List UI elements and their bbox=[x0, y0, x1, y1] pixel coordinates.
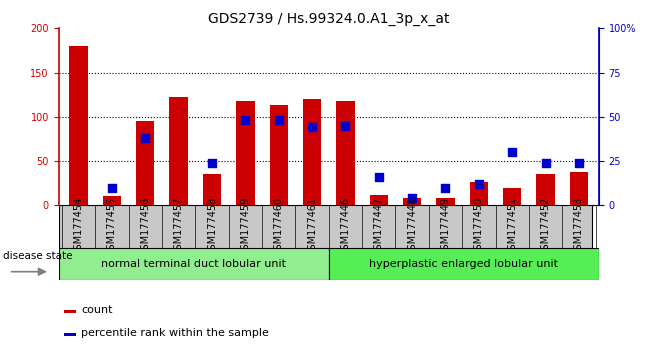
Text: GSM177452: GSM177452 bbox=[540, 197, 551, 256]
Text: GSM177456: GSM177456 bbox=[141, 197, 150, 256]
Point bbox=[107, 185, 117, 190]
Text: GSM177448: GSM177448 bbox=[407, 197, 417, 256]
Bar bbox=[270, 105, 288, 205]
Point bbox=[407, 195, 417, 201]
Bar bbox=[136, 121, 154, 205]
Text: percentile rank within the sample: percentile rank within the sample bbox=[81, 329, 269, 338]
Bar bbox=[236, 101, 255, 205]
Point bbox=[240, 118, 251, 123]
Point bbox=[340, 123, 351, 129]
Bar bbox=[469, 182, 488, 205]
Text: GSM177451: GSM177451 bbox=[507, 197, 517, 256]
Text: GSM177457: GSM177457 bbox=[174, 197, 184, 256]
Point bbox=[507, 149, 518, 155]
Bar bbox=[370, 195, 388, 205]
Text: hyperplastic enlarged lobular unit: hyperplastic enlarged lobular unit bbox=[369, 259, 559, 269]
Text: GSM177459: GSM177459 bbox=[240, 197, 251, 256]
Bar bbox=[64, 333, 76, 336]
Point bbox=[307, 125, 317, 130]
Text: GSM177454: GSM177454 bbox=[74, 197, 83, 256]
Point bbox=[207, 160, 217, 166]
Bar bbox=[203, 175, 221, 205]
Text: disease state: disease state bbox=[3, 251, 72, 261]
Bar bbox=[436, 198, 454, 205]
Text: GSM177449: GSM177449 bbox=[441, 197, 450, 256]
Text: GSM177461: GSM177461 bbox=[307, 197, 317, 256]
Bar bbox=[303, 99, 321, 205]
Bar bbox=[337, 101, 355, 205]
Text: GSM177450: GSM177450 bbox=[474, 197, 484, 256]
Text: GSM177455: GSM177455 bbox=[107, 197, 117, 256]
Bar bbox=[103, 196, 121, 205]
Bar bbox=[70, 46, 88, 205]
Text: GSM177453: GSM177453 bbox=[574, 197, 584, 256]
Point bbox=[474, 181, 484, 187]
Point bbox=[540, 160, 551, 166]
Text: normal terminal duct lobular unit: normal terminal duct lobular unit bbox=[101, 259, 286, 269]
Text: count: count bbox=[81, 305, 113, 315]
Bar bbox=[329, 248, 599, 280]
Point bbox=[140, 135, 150, 141]
Point bbox=[574, 160, 584, 166]
Point bbox=[440, 185, 450, 190]
Text: GSM177446: GSM177446 bbox=[340, 197, 350, 256]
Bar bbox=[64, 310, 76, 313]
Point bbox=[374, 174, 384, 180]
Bar bbox=[503, 188, 521, 205]
Text: GSM177458: GSM177458 bbox=[207, 197, 217, 256]
Bar bbox=[59, 248, 329, 280]
Text: GSM177447: GSM177447 bbox=[374, 197, 384, 256]
Title: GDS2739 / Hs.99324.0.A1_3p_x_at: GDS2739 / Hs.99324.0.A1_3p_x_at bbox=[208, 12, 449, 26]
Text: GSM177460: GSM177460 bbox=[273, 197, 284, 256]
Bar bbox=[169, 97, 188, 205]
Point bbox=[273, 118, 284, 123]
Bar bbox=[536, 175, 555, 205]
Bar bbox=[570, 172, 588, 205]
Bar bbox=[403, 198, 421, 205]
